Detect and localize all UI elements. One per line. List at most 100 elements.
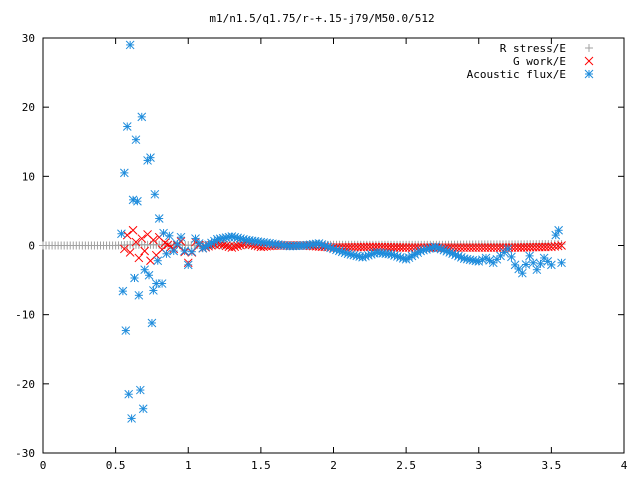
- x-tick-label: 0.5: [106, 459, 126, 472]
- data-point: [135, 385, 145, 395]
- legend-label: R stress/E: [500, 42, 566, 55]
- x-tick-label: 0: [40, 459, 47, 472]
- x-tick-label: 2.5: [396, 459, 416, 472]
- data-point: [404, 243, 414, 252]
- series-2: [117, 40, 566, 423]
- data-point: [157, 279, 167, 288]
- data-point: [221, 241, 231, 251]
- x-tick-label: 4: [621, 459, 628, 472]
- data-point: [162, 249, 171, 259]
- data-point: [554, 225, 563, 235]
- data-point: [144, 270, 154, 280]
- data-point: [140, 246, 150, 256]
- x-tick-label: 1: [185, 459, 192, 472]
- data-point: [150, 189, 160, 199]
- data-point: [557, 258, 566, 268]
- data-point: [183, 260, 193, 270]
- legend-label: G work/E: [513, 55, 566, 68]
- data-point: [483, 243, 493, 252]
- data-point: [557, 241, 566, 250]
- data-point: [134, 253, 144, 263]
- x-tick-label: 1.5: [251, 459, 271, 472]
- data-point: [138, 404, 148, 414]
- data-point: [489, 243, 499, 252]
- data-point: [131, 237, 141, 247]
- data-point: [137, 112, 147, 122]
- data-point: [176, 232, 186, 242]
- data-point: [525, 251, 534, 261]
- data-point: [131, 135, 141, 145]
- x-tick-label: 3: [475, 459, 482, 472]
- legend-marker: [585, 44, 593, 52]
- data-point: [503, 244, 513, 254]
- chart-title: m1/n1.5/q1.75/r-+.15-j79/M50.0/512: [209, 12, 434, 25]
- data-point: [149, 235, 158, 245]
- axis-ticks: 0 0.5 1 1.5 2 2.5 3 3.5 4 30 20 10 0 -10 -20 -30: [15, 32, 628, 472]
- data-point: [134, 290, 144, 300]
- data-point: [227, 243, 237, 252]
- y-tick-label: -20: [15, 378, 35, 391]
- data-point: [117, 229, 126, 239]
- data-point: [147, 318, 157, 328]
- x-tick-label: 2: [330, 459, 337, 472]
- data-point: [146, 153, 155, 163]
- y-tick-label: 30: [22, 32, 35, 45]
- y-tick-label: -10: [15, 309, 35, 322]
- data-point: [133, 196, 142, 206]
- data-point: [401, 243, 411, 252]
- data-point: [121, 326, 131, 335]
- legend-marker: [584, 56, 594, 66]
- data-point: [122, 230, 132, 240]
- legend-marker: [584, 69, 594, 79]
- data-point: [122, 122, 132, 131]
- data-point: [462, 243, 471, 252]
- y-tick-label: 0: [28, 240, 35, 253]
- data-point: [492, 243, 502, 252]
- data-point: [191, 234, 200, 243]
- data-point: [154, 214, 164, 223]
- data-point: [119, 244, 129, 254]
- data-point: [128, 225, 138, 235]
- data-point: [553, 241, 563, 251]
- data-point: [456, 243, 465, 252]
- data-point: [187, 247, 197, 257]
- data-point: [137, 234, 147, 243]
- data-point: [153, 256, 163, 266]
- data-point: [125, 248, 135, 257]
- data-point: [125, 40, 135, 50]
- x-tick-label: 3.5: [541, 459, 561, 472]
- data-marks: [39, 40, 566, 423]
- data-point: [557, 240, 566, 249]
- data-point: [130, 273, 139, 283]
- data-point: [468, 243, 478, 252]
- data-point: [480, 243, 490, 252]
- data-point: [465, 243, 475, 252]
- data-point: [124, 389, 134, 399]
- data-point: [127, 414, 136, 423]
- data-point: [547, 260, 556, 270]
- y-tick-label: 20: [22, 101, 35, 114]
- data-point: [507, 252, 516, 262]
- data-point: [498, 243, 508, 252]
- y-tick-label: 10: [22, 170, 35, 183]
- data-point: [521, 260, 531, 269]
- data-point: [459, 243, 468, 252]
- data-point: [474, 243, 484, 252]
- data-point: [471, 243, 481, 252]
- data-point: [486, 243, 496, 252]
- data-point: [180, 246, 189, 256]
- y-tick-label: -30: [15, 447, 35, 460]
- data-point: [230, 242, 240, 252]
- data-point: [119, 168, 129, 178]
- data-point: [149, 286, 158, 295]
- data-point: [118, 286, 128, 296]
- data-point: [453, 243, 462, 252]
- data-point: [477, 243, 487, 252]
- data-point: [517, 268, 527, 278]
- data-point: [233, 241, 242, 251]
- legend-label: Acoustic flux/E: [467, 68, 566, 81]
- data-point: [362, 242, 372, 252]
- data-point: [140, 265, 150, 275]
